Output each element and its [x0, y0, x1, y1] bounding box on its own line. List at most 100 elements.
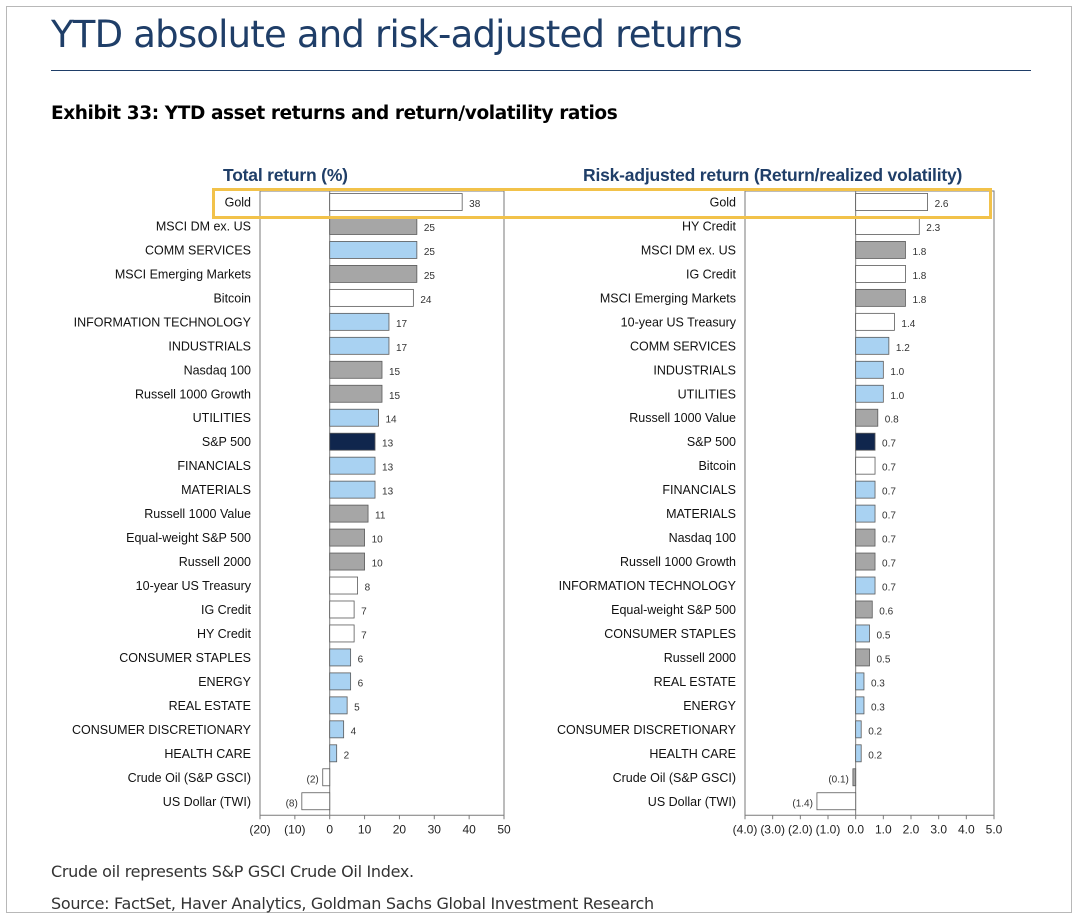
- left-value-label: 8: [365, 583, 371, 594]
- left-bar: [329, 408, 379, 427]
- left-bar: [329, 384, 383, 403]
- right-category-label: US Dollar (TWI): [648, 795, 736, 809]
- right-category-label: Crude Oil (S&P GSCI): [613, 771, 736, 785]
- left-bar: [329, 193, 463, 211]
- left-tick-label: 40: [462, 822, 476, 836]
- left-bar: [329, 648, 352, 667]
- exhibit-frame: YTD absolute and risk-adjusted returns E…: [6, 6, 1072, 913]
- right-value-label: 0.8: [885, 415, 899, 426]
- right-category-label: FINANCIALS: [662, 483, 736, 497]
- left-bar: [329, 241, 418, 259]
- right-value-label: 1.2: [896, 343, 910, 354]
- right-value-label: 0.2: [868, 750, 882, 761]
- right-tick-label: 5.0: [986, 822, 1003, 836]
- right-value-label: 1.8: [912, 271, 926, 282]
- right-bar: [855, 624, 870, 643]
- right-bar: [855, 480, 876, 499]
- left-tick-label: 30: [428, 822, 442, 836]
- right-tick-label: 2.0: [903, 822, 920, 836]
- left-bar: [329, 744, 338, 763]
- left-category-label: Crude Oil (S&P GSCI): [128, 771, 251, 785]
- right-value-label: 0.7: [882, 511, 896, 522]
- right-value-label: 0.3: [871, 702, 885, 713]
- right-bar: [855, 528, 876, 547]
- left-category-label: FINANCIALS: [177, 459, 251, 473]
- left-value-label: (2): [307, 774, 319, 785]
- right-category-label: S&P 500: [687, 435, 736, 449]
- left-value-label: 11: [375, 511, 386, 522]
- right-category-label: MSCI Emerging Markets: [600, 291, 736, 305]
- left-tick-label: 20: [393, 822, 407, 836]
- right-value-label: 0.5: [877, 654, 891, 665]
- left-value-label: 13: [382, 463, 394, 474]
- right-category-label: INFORMATION TECHNOLOGY: [559, 579, 737, 593]
- left-bar: [329, 432, 376, 451]
- left-category-label: UTILITIES: [193, 411, 251, 425]
- right-category-label: Nasdaq 100: [669, 531, 736, 545]
- left-bar: [329, 336, 390, 355]
- left-plot-frame: [259, 190, 505, 816]
- footnote: Crude oil represents S&P GSCI Crude Oil …: [51, 862, 414, 881]
- right-tick-label: (4.0): [733, 822, 758, 836]
- right-value-label: (0.1): [828, 774, 849, 785]
- left-bar: [301, 792, 331, 811]
- left-category-label: CONSUMER DISCRETIONARY: [72, 723, 252, 737]
- left-tick-label: 0: [326, 822, 333, 836]
- left-value-label: 5: [354, 702, 360, 713]
- right-bar: [855, 288, 906, 307]
- source-note: Source: FactSet, Haver Analytics, Goldma…: [51, 894, 654, 913]
- left-value-label: 7: [361, 606, 367, 617]
- left-bar: [329, 552, 365, 571]
- right-value-label: 0.5: [877, 630, 891, 641]
- left-bar: [329, 696, 348, 715]
- right-value-label: 0.7: [882, 463, 896, 474]
- right-value-label: 0.2: [868, 726, 882, 737]
- right-value-label: 2.6: [935, 199, 949, 210]
- left-bar: [329, 456, 376, 475]
- right-bar: [855, 312, 895, 331]
- right-category-label: INDUSTRIALS: [653, 363, 736, 377]
- left-value-label: 15: [389, 367, 401, 378]
- left-category-label: IG Credit: [201, 603, 252, 617]
- left-tick-label: (20): [249, 822, 270, 836]
- right-category-label: Russell 1000 Growth: [620, 555, 736, 569]
- left-value-label: 13: [382, 439, 394, 450]
- right-bar: [855, 456, 876, 475]
- title-rule: [51, 70, 1031, 71]
- right-tick-label: (2.0): [788, 822, 813, 836]
- right-bar: [855, 336, 890, 355]
- left-bar: [329, 265, 418, 283]
- left-value-label: 25: [424, 223, 436, 234]
- right-bar: [855, 552, 876, 571]
- right-value-label: 0.3: [871, 678, 885, 689]
- left-category-label: US Dollar (TWI): [163, 795, 251, 809]
- right-category-label: UTILITIES: [678, 387, 736, 401]
- left-value-label: 4: [351, 726, 357, 737]
- right-bar: [855, 720, 862, 739]
- right-bar: [816, 792, 857, 811]
- left-value-label: 15: [389, 391, 401, 402]
- left-bar: [329, 480, 376, 499]
- right-value-label: 1.0: [890, 367, 904, 378]
- left-value-label: 14: [386, 415, 398, 426]
- right-value-label: 0.7: [882, 439, 896, 450]
- right-value-label: 1.0: [890, 391, 904, 402]
- right-category-label: Russell 1000 Value: [629, 411, 736, 425]
- left-category-label: Nasdaq 100: [184, 363, 251, 377]
- right-category-label: HY Credit: [682, 219, 736, 233]
- left-category-label: Equal-weight S&P 500: [126, 531, 251, 545]
- left-bar: [322, 768, 331, 787]
- left-bar: [329, 528, 365, 547]
- left-category-label: CONSUMER STAPLES: [119, 651, 251, 665]
- left-value-label: 13: [382, 487, 394, 498]
- left-category-label: MSCI DM ex. US: [156, 219, 251, 233]
- right-category-label: HEALTH CARE: [649, 747, 736, 761]
- left-category-label: REAL ESTATE: [169, 699, 251, 713]
- right-bar: [855, 744, 862, 763]
- exhibit-title: Exhibit 33: YTD asset returns and return…: [51, 103, 618, 124]
- right-category-label: CONSUMER DISCRETIONARY: [557, 723, 737, 737]
- right-category-label: ENERGY: [683, 699, 736, 713]
- right-bar: [855, 217, 920, 235]
- left-value-label: 25: [424, 247, 436, 258]
- left-category-label: HY Credit: [197, 627, 251, 641]
